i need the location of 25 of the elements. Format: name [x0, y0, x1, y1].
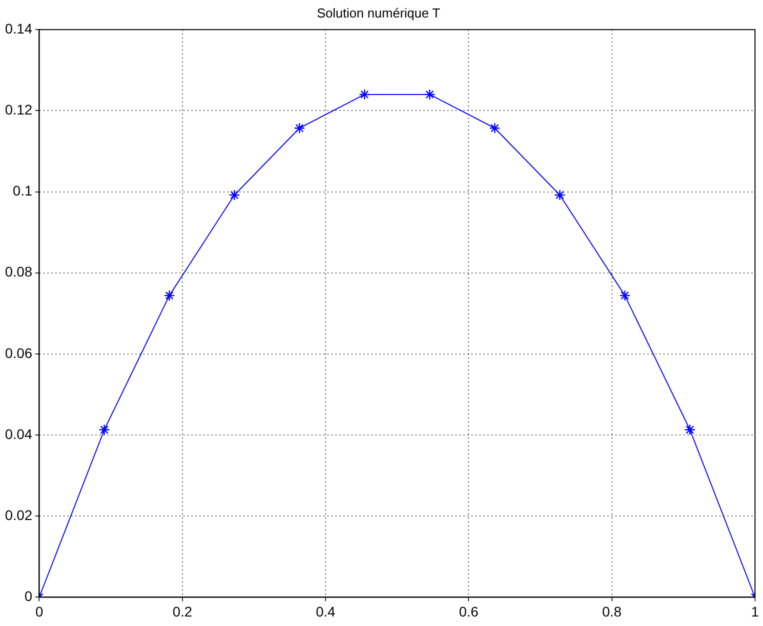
point [619, 290, 630, 302]
chart-title: Solution numérique T [316, 5, 440, 20]
y-tick-label: 0.1 [12, 182, 32, 199]
x-tick-label: 1 [751, 603, 760, 620]
point [554, 189, 566, 201]
y-tick-label: 0.14 [5, 20, 32, 36]
x-tick-label: 0.8 [602, 603, 622, 620]
point [489, 122, 500, 134]
x-tick-label: 0.4 [316, 603, 336, 620]
y-tick-label: 0.06 [5, 344, 32, 361]
point [358, 88, 370, 100]
y-tick-label: 0.12 [5, 102, 32, 118]
x-tick-label: 0 [35, 603, 44, 620]
y-tick-label: 0.08 [5, 264, 32, 280]
x-tick-label: 0.6 [458, 603, 479, 620]
point [98, 424, 110, 436]
y-tick-label: 0 [24, 588, 32, 604]
x-tick-label: 0.2 [172, 603, 192, 620]
point [684, 424, 696, 436]
y-tick-label: 0.02 [5, 506, 32, 523]
point [164, 290, 175, 302]
point [424, 88, 436, 100]
point [228, 189, 240, 201]
y-tick-label: 0.04 [5, 426, 32, 442]
point [294, 122, 306, 134]
